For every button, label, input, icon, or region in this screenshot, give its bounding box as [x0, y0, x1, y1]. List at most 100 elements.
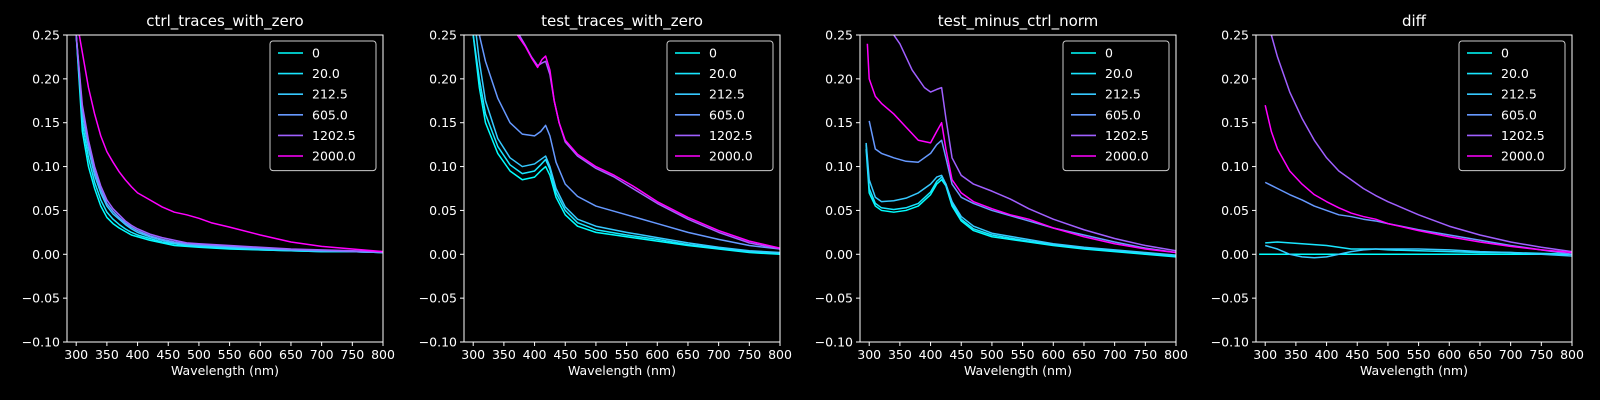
y-tick-label: 0.05 [32, 203, 60, 218]
x-tick-label: 400 [1315, 347, 1339, 362]
y-tick-label: 0.10 [429, 159, 457, 174]
legend-label: 1202.5 [709, 128, 753, 143]
y-tick-label: 0.25 [825, 28, 853, 43]
chart-panel-2: 300 350 400 450 500 550 600 650 700 750 800 −0.10 −0… [419, 12, 792, 378]
y-tick-label: −0.10 [419, 335, 457, 350]
x-tick-label: 550 [1407, 347, 1431, 362]
legend: 0 20.0 212.5 605.0 1202.5 2000.0 [269, 40, 377, 172]
legend-label: 212.5 [312, 87, 348, 102]
series-line-605.0 [478, 35, 780, 250]
legend-label: 1202.5 [312, 128, 356, 143]
x-axis-label: Wavelength (nm) [171, 363, 279, 378]
x-tick-label: 750 [1133, 347, 1157, 362]
x-tick-label: 400 [523, 347, 547, 362]
x-tick-label: 600 [248, 347, 272, 362]
x-tick-label: 300 [857, 347, 881, 362]
y-tick-label: 0.20 [825, 71, 853, 86]
legend-label: 0 [1501, 46, 1509, 61]
y-tick-label: 0.05 [825, 203, 853, 218]
y-tick-label: 0.00 [429, 247, 457, 262]
x-tick-label: 800 [768, 347, 792, 362]
y-tick-label: −0.10 [815, 335, 853, 350]
x-tick-label: 500 [187, 347, 211, 362]
x-axis-label: Wavelength (nm) [964, 363, 1072, 378]
series-line-0 [472, 35, 780, 256]
series-group [472, 35, 780, 256]
x-tick-label: 400 [126, 347, 150, 362]
x-tick-label: 500 [584, 347, 608, 362]
series-line-20.0 [472, 35, 780, 255]
x-tick-label: 800 [1164, 347, 1188, 362]
series-line-212.5 [1264, 244, 1572, 259]
legend-label: 20.0 [1105, 66, 1133, 81]
y-tick-label: 0.20 [429, 71, 457, 86]
legend-label: 0 [312, 46, 320, 61]
series-line-605.0 [75, 35, 383, 254]
y-tick-label: 0.20 [32, 71, 60, 86]
x-tick-label: 650 [1072, 347, 1096, 362]
y-tick-label: 0.15 [825, 115, 853, 130]
x-tick-label: 400 [919, 347, 943, 362]
series-line-605.0 [1264, 181, 1572, 256]
x-axis-label: Wavelength (nm) [568, 363, 676, 378]
x-axis-label: Wavelength (nm) [1360, 363, 1468, 378]
legend-label: 2000.0 [312, 149, 356, 164]
y-tick-label: −0.05 [1211, 291, 1249, 306]
series-line-1202.5 [893, 35, 1176, 252]
y-tick-label: 0.05 [1221, 203, 1249, 218]
plot-frame [463, 34, 781, 343]
chart-title: test_minus_ctrl_norm [938, 12, 1099, 31]
x-tick-label: 750 [340, 347, 364, 362]
legend-label: 2000.0 [1501, 149, 1545, 164]
x-tick-label: 600 [645, 347, 669, 362]
x-tick-label: 500 [1376, 347, 1400, 362]
legend-label: 605.0 [1501, 107, 1537, 122]
legend-label: 1202.5 [1501, 128, 1545, 143]
y-tick-label: 0.25 [429, 28, 457, 43]
legend-label: 2000.0 [1105, 149, 1149, 164]
x-tick-label: 800 [1560, 347, 1584, 362]
y-tick-label: 0.10 [32, 159, 60, 174]
legend: 0 20.0 212.5 605.0 1202.5 2000.0 [1458, 40, 1566, 172]
y-tick-label: −0.10 [22, 335, 60, 350]
series-line-2000.0 [1264, 104, 1572, 254]
x-tick-label: 750 [737, 347, 761, 362]
legend-label: 605.0 [709, 107, 745, 122]
x-tick-label: 450 [949, 347, 973, 362]
x-tick-label: 650 [1468, 347, 1492, 362]
x-tick-label: 450 [1345, 347, 1369, 362]
x-tick-label: 600 [1041, 347, 1065, 362]
x-tick-label: 600 [1437, 347, 1461, 362]
legend-label: 212.5 [1501, 87, 1537, 102]
chart-title: test_traces_with_zero [541, 12, 703, 31]
x-tick-label: 450 [553, 347, 577, 362]
y-tick-label: −0.05 [419, 291, 457, 306]
series-line-212.5 [475, 35, 780, 254]
x-tick-label: 700 [707, 347, 731, 362]
y-tick-label: −0.05 [815, 291, 853, 306]
series-line-2000.0 [78, 35, 383, 253]
series-line-1202.5 [75, 35, 383, 253]
x-tick-label: 550 [1011, 347, 1035, 362]
series-group [865, 35, 1176, 258]
y-tick-label: 0.15 [429, 115, 457, 130]
x-tick-label: 800 [371, 347, 395, 362]
y-tick-label: 0.00 [32, 247, 60, 262]
legend: 0 20.0 212.5 605.0 1202.5 2000.0 [666, 40, 774, 172]
x-tick-label: 700 [1103, 347, 1127, 362]
legend-label: 20.0 [709, 66, 737, 81]
x-tick-label: 300 [461, 347, 485, 362]
series-line-2000.0 [866, 43, 1176, 254]
series-line-212.5 [865, 142, 1176, 256]
chart-panels: 300 350 400 450 500 550 600 650 700 750 800 −0.10 −0… [22, 12, 1584, 378]
series-line-605.0 [868, 120, 1176, 254]
x-tick-label: 350 [1284, 347, 1308, 362]
x-tick-label: 300 [64, 347, 88, 362]
series-line-1202.5 [1270, 35, 1572, 253]
plot-frame [66, 34, 384, 343]
chart-panel-3: 300 350 400 450 500 550 600 650 700 750 800 −0.10 −0… [815, 12, 1188, 378]
x-tick-label: 300 [1253, 347, 1277, 362]
x-tick-label: 700 [310, 347, 334, 362]
x-tick-label: 650 [279, 347, 303, 362]
x-tick-label: 350 [492, 347, 516, 362]
